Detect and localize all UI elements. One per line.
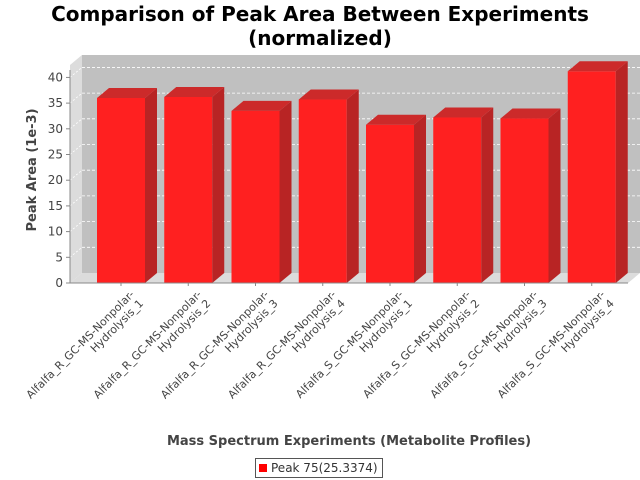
y-tick-label: 20 — [48, 173, 63, 187]
chart-title: Comparison of Peak Area Between Experime… — [0, 2, 640, 50]
gridline-wall — [69, 144, 83, 155]
bar-4 — [298, 89, 359, 283]
gridline-wall — [69, 221, 83, 232]
bar-side — [212, 86, 225, 283]
y-tick-label: 15 — [48, 199, 63, 213]
y-tick-label: 0 — [55, 276, 63, 290]
bar-top — [298, 89, 359, 100]
bar-3 — [231, 100, 292, 283]
bar-top — [433, 107, 494, 118]
gridline-wall — [69, 118, 83, 130]
bar-2 — [164, 86, 225, 283]
bar-front — [500, 118, 549, 283]
bar-top — [164, 86, 225, 97]
bar-top — [97, 87, 157, 98]
y-tick-label: 5 — [55, 250, 63, 264]
bar-6 — [433, 107, 494, 283]
bar-side — [481, 107, 494, 283]
bar-side — [279, 100, 292, 283]
y-tick-label: 35 — [48, 96, 63, 110]
x-tick-label: Alfalfa_R_GC-MS-Nonpolar- — [158, 288, 271, 401]
bar-front — [567, 71, 616, 283]
bar-top — [500, 108, 561, 119]
legend-label: Peak 75(25.3374) — [271, 461, 378, 475]
bar-front — [231, 110, 280, 283]
y-tick-label: 30 — [48, 122, 63, 136]
legend-swatch — [259, 464, 267, 472]
x-tick-label: Alfalfa_S_GC-MS-Nonpolar- — [360, 288, 473, 401]
bar-8 — [567, 61, 628, 284]
left-wall — [70, 55, 82, 283]
legend: Peak 75(25.3374) — [255, 458, 383, 478]
x-tick-label: Alfalfa_S_GC-MS-Nonpolar- — [293, 288, 406, 401]
chart-title-line-2: (normalized) — [248, 26, 392, 50]
bar-1 — [97, 87, 157, 283]
y-tick-label: 25 — [48, 148, 63, 162]
x-tick-label: Alfalfa_R_GC-MS-Nonpolar- — [24, 288, 137, 401]
bar-side — [615, 61, 628, 284]
bar-top — [567, 61, 628, 72]
bar-top — [366, 114, 426, 125]
y-axis-label: Peak Area (1e-3) — [25, 108, 40, 231]
x-tick-label: Alfalfa_R_GC-MS-Nonpolar- — [225, 288, 338, 401]
y-tick-label: 10 — [48, 225, 63, 239]
bar-side — [548, 108, 561, 283]
gridline-wall — [69, 169, 83, 181]
gridline-wall — [69, 246, 83, 258]
bar-side — [145, 87, 157, 283]
x-tick-label: Alfalfa_S_GC-MS-Nonpolar- — [428, 288, 541, 401]
bar-front — [433, 117, 482, 283]
y-tick-label: 40 — [48, 70, 63, 84]
x-tick-label: Alfalfa_R_GC-MS-Nonpolar- — [91, 288, 204, 401]
bar-7 — [500, 108, 561, 283]
bar-front — [298, 99, 347, 283]
bar-side — [414, 114, 426, 283]
bar-5 — [366, 114, 426, 283]
gridline-wall — [69, 195, 83, 207]
chart-title-line-1: Comparison of Peak Area Between Experime… — [51, 2, 589, 26]
bar-front — [97, 97, 145, 283]
bar-front — [366, 124, 414, 283]
bar-top — [231, 100, 292, 111]
gridline-wall — [69, 67, 83, 78]
x-axis-label: Mass Spectrum Experiments (Metabolite Pr… — [167, 434, 531, 449]
bar-side — [346, 89, 359, 283]
bar-front — [164, 96, 213, 283]
x-tick-label: Alfalfa_S_GC-MS-Nonpolar- — [495, 288, 608, 401]
gridline-wall — [69, 92, 83, 104]
